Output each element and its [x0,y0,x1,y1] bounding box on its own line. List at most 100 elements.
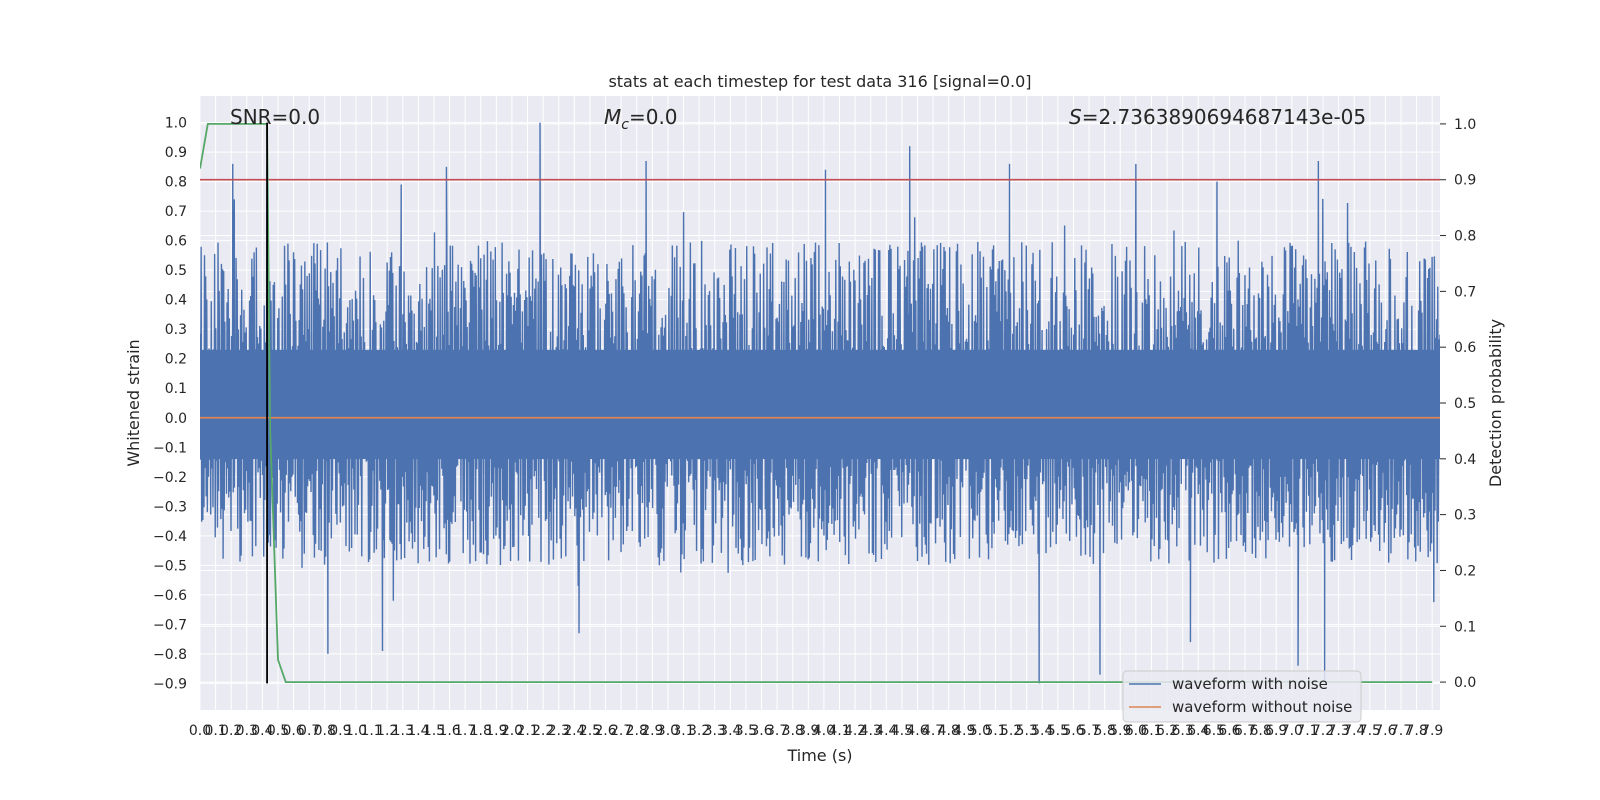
x-tick-label: 7.6 [1374,723,1396,739]
x-tick-label: 5.3 [1016,723,1038,739]
x-tick-label: 4.2 [844,723,866,739]
x-tick-label: 2.4 [563,723,585,739]
x-tick-label: 4.8 [938,723,960,739]
y-left-tick-label: −0.9 [153,676,187,692]
x-tick-label: 4.1 [828,723,850,739]
x-tick-label: 4.0 [813,723,835,739]
detection-probability-line [200,123,1433,683]
x-tick-label: 5.5 [1047,723,1069,739]
x-tick-label: 1.4 [407,723,429,739]
y-right-tick-label: 0.1 [1454,619,1476,635]
x-tick-label: 3.1 [672,723,694,739]
y-left-tick-label: 0.0 [165,411,187,427]
y-left-tick-label: −0.1 [153,440,187,456]
x-tick-label: 2.3 [548,723,570,739]
x-tick-label: 5.7 [1078,723,1100,739]
y-axis-left-label: Whitened strain [124,339,143,466]
y-left-tick-label: −0.8 [153,647,187,663]
y-right-tick-label: 0.7 [1454,284,1476,300]
x-tick-label: 0.2 [220,723,242,739]
y-left-tick-label: −0.3 [153,499,187,515]
x-tick-label: 1.0 [345,723,367,739]
x-tick-label: 1.9 [485,723,507,739]
x-tick-label: 1.8 [470,723,492,739]
x-tick-label: 5.1 [984,723,1006,739]
x-tick-label: 0.5 [267,723,289,739]
y-right-tick-label: 0.6 [1454,340,1476,356]
x-tick-label: 0.6 [282,723,304,739]
x-tick-label: 7.7 [1390,723,1412,739]
x-tick-label: 5.0 [969,723,991,739]
y-axis-right-label: Detection probability [1486,319,1505,487]
x-tick-label: 7.4 [1343,723,1365,739]
x-tick-label: 0.4 [251,723,273,739]
series-layer [200,122,1440,684]
x-tick-label: 2.5 [579,723,601,739]
x-tick-label: 7.5 [1359,723,1381,739]
x-tick-label: 2.9 [641,723,663,739]
x-tick-label: 5.9 [1109,723,1131,739]
x-tick-label: 0.3 [236,723,258,739]
x-tick-label: 2.7 [610,723,632,739]
x-tick-label: 2.2 [532,723,554,739]
x-tick-label: 6.0 [1125,723,1147,739]
y-left-tick-label: 0.2 [165,352,187,368]
y-right-tick-label: 0.0 [1454,675,1476,691]
x-tick-label: 6.8 [1249,723,1271,739]
x-tick-label: 1.3 [392,723,414,739]
y-left-tick-label: 0.5 [165,263,187,279]
x-tick-label: 3.3 [704,723,726,739]
y-left-tick-label: 0.4 [165,293,187,309]
x-tick-label: 6.5 [1203,723,1225,739]
x-tick-label: 5.2 [1000,723,1022,739]
x-tick-label: 3.9 [797,723,819,739]
y-left-tick-label: −0.6 [153,588,187,604]
x-tick-label: 3.6 [750,723,772,739]
x-tick-label: 0.9 [329,723,351,739]
x-tick-label: 0.7 [298,723,320,739]
y-right-tick-label: 1.0 [1454,117,1476,133]
x-tick-label: 2.6 [594,723,616,739]
x-tick-label: 3.2 [688,723,710,739]
s-annotation: S=2.7363890694687143e-05 [1069,105,1366,129]
x-tick-label: 7.9 [1421,723,1443,739]
x-tick-label: 6.1 [1140,723,1162,739]
plot-area [200,122,1440,684]
x-tick-label: 1.1 [360,723,382,739]
x-tick-label: 2.8 [626,723,648,739]
x-tick-label: 1.2 [376,723,398,739]
s-value: =2.7363890694687143e-05 [1082,105,1366,129]
y-left-tick-label: 0.7 [165,204,187,220]
x-tick-label: 4.3 [860,723,882,739]
y-right-tick-label: 0.8 [1454,229,1476,245]
x-tick-label: 7.1 [1296,723,1318,739]
x-tick-label: 4.7 [922,723,944,739]
x-tick-label: 6.6 [1218,723,1240,739]
x-tick-label: 6.3 [1172,723,1194,739]
x-tick-label: 1.6 [438,723,460,739]
y-right-tick-label: 0.9 [1454,173,1476,189]
y-right-tick-label: 0.2 [1454,563,1476,579]
legend-label-with-noise: waveform with noise [1172,675,1328,693]
x-tick-label: 1.5 [423,723,445,739]
y-left-tick-label: 0.1 [165,381,187,397]
x-tick-label: 6.7 [1234,723,1256,739]
x-tick-label: 3.5 [735,723,757,739]
y-axis-right-ticks: 0.0 0.1 0.2 0.3 0.4 0.5 0.6 0.7 0.8 0.9 1.0 [1440,117,1476,691]
x-tick-label: 4.9 [953,723,975,739]
x-axis-ticks: 0.00.10.20.30.40.50.60.70.80.91.01.11.21… [189,723,1443,739]
waveform-with-noise-core [200,349,1440,460]
legend-label-without-noise: waveform without noise [1172,698,1352,716]
x-tick-label: 7.2 [1312,723,1334,739]
x-tick-label: 1.7 [454,723,476,739]
y-axis-left-ticks: −0.9 −0.8 −0.7 −0.6 −0.5 −0.4 −0.3 −0.2 −0.1 0.0 0… [153,116,187,693]
snr-annotation: SNR=0.0 [230,105,320,129]
chirp-mass-value: =0.0 [629,105,678,129]
x-tick-label: 6.2 [1156,723,1178,739]
x-tick-label: 3.7 [766,723,788,739]
x-tick-label: 6.9 [1265,723,1287,739]
legend-box [1122,670,1362,723]
y-right-tick-label: 0.4 [1454,452,1476,468]
y-left-tick-label: 0.3 [165,322,187,338]
